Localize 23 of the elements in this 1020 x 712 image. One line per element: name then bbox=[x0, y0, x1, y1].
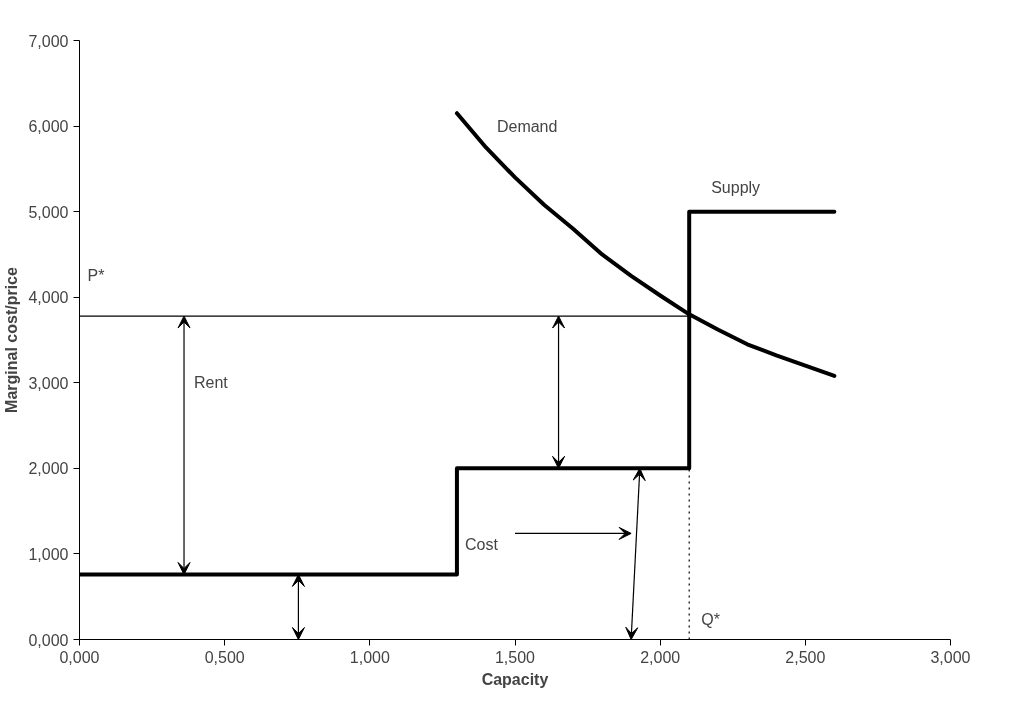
y-axis-title: Marginal cost/price bbox=[3, 266, 21, 413]
annotation: Demand bbox=[496, 118, 558, 136]
y-tick-label: 3,000 bbox=[28, 374, 69, 392]
annotation: Supply bbox=[711, 178, 761, 196]
x-tick-label: 2,500 bbox=[785, 648, 826, 666]
ref-line-label: P* bbox=[87, 267, 105, 285]
x-axis-title: Capacity bbox=[481, 670, 549, 688]
annotation: Rent bbox=[194, 374, 229, 392]
y-tick-label: 4,000 bbox=[28, 289, 69, 307]
y-tick-label: 6,000 bbox=[28, 118, 69, 136]
y-tick-label: 7,000 bbox=[28, 32, 69, 50]
y-tick-label: 2,000 bbox=[28, 460, 69, 478]
ref-line-label: Q* bbox=[701, 610, 720, 628]
y-tick-label: 0,000 bbox=[28, 631, 69, 649]
annotation: Cost bbox=[464, 536, 499, 554]
x-tick-label: 1,500 bbox=[494, 648, 536, 666]
y-tick-label: 1,000 bbox=[28, 545, 69, 563]
y-tick-label: 5,000 bbox=[28, 203, 69, 221]
x-tick-label: 1,000 bbox=[349, 648, 390, 666]
x-tick-label: 0,500 bbox=[204, 648, 245, 666]
x-tick-label: 3,000 bbox=[930, 648, 971, 666]
x-tick-label: 2,000 bbox=[640, 648, 681, 666]
x-tick-label: 0,000 bbox=[59, 648, 100, 666]
